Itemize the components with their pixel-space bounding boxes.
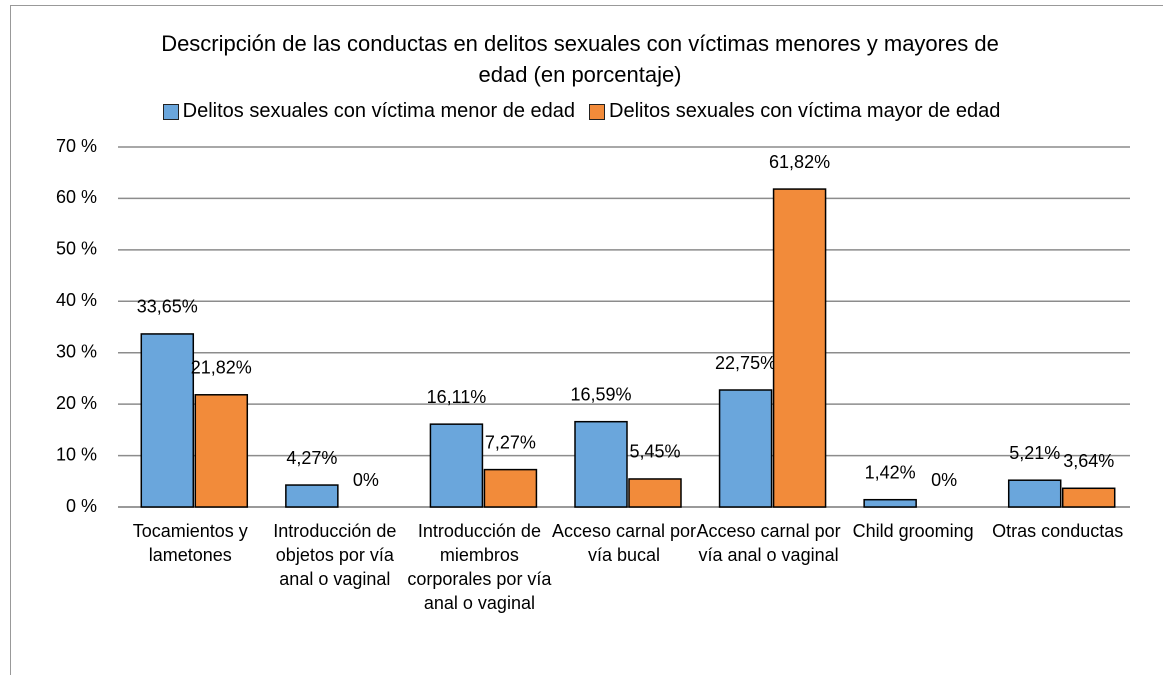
data-label: 0% (931, 470, 957, 490)
data-label: 16,11% (427, 387, 487, 407)
bar (194, 394, 249, 508)
y-tick-label: 70 % (56, 136, 97, 156)
y-tick-label: 30 % (56, 341, 97, 361)
legend: Delitos sexuales con víctima menor de ed… (0, 100, 1163, 123)
chart-border (10, 5, 1163, 675)
data-label: 1,42% (865, 462, 916, 482)
data-label: 33,65% (137, 297, 198, 317)
bar (718, 389, 773, 508)
data-label: 7,27% (485, 432, 536, 452)
data-label: 4,27% (286, 448, 337, 468)
data-label: 5,45% (629, 442, 680, 462)
data-label: 61,82% (769, 152, 830, 172)
data-label: 5,21% (1009, 443, 1060, 463)
x-tick-label: Tocamientos y lametones (132, 521, 248, 565)
legend-item: Delitos sexuales con víctima menor de ed… (162, 100, 576, 123)
x-tick-label: Child grooming (852, 521, 974, 541)
x-tick-label: Introducción de objetos por vía anal o v… (273, 521, 397, 589)
x-tick-label: Otras conductas (992, 521, 1124, 541)
x-tick-label: Acceso carnal por vía anal o vaginal (696, 521, 841, 565)
legend-label: Delitos sexuales con víctima menor de ed… (182, 100, 576, 122)
bar (772, 188, 827, 508)
legend-swatch (589, 103, 606, 120)
y-tick-label: 20 % (56, 393, 97, 413)
data-label: 3,64% (1063, 451, 1114, 471)
y-tick-label: 50 % (56, 239, 97, 259)
x-tick-label: Acceso carnal por vía bucal (551, 521, 697, 565)
bar (863, 498, 917, 508)
bar (574, 420, 628, 508)
legend-item: Delitos sexuales con víctima mayor de ed… (589, 100, 1000, 123)
data-label: 0% (353, 470, 379, 490)
y-tick-label: 0 % (66, 496, 97, 516)
y-tick-label: 60 % (56, 187, 97, 207)
bar (483, 468, 538, 508)
data-label: 22,75% (715, 353, 776, 373)
data-label: 16,59% (570, 384, 631, 404)
legend-swatch (162, 103, 179, 120)
chart-title: Descripción de las conductas en delitos … (161, 31, 999, 87)
bar (1007, 479, 1062, 508)
legend-label: Delitos sexuales con víctima mayor de ed… (609, 100, 1001, 122)
bar (628, 478, 682, 508)
bar (140, 333, 195, 508)
data-label: 21,82% (191, 358, 252, 378)
bar (285, 484, 339, 508)
y-tick-label: 10 % (56, 444, 97, 464)
y-tick-label: 40 % (56, 290, 97, 310)
x-tick-label: Introducción de miembros corporales por … (407, 521, 552, 613)
bar (429, 423, 484, 508)
bar (1061, 487, 1116, 508)
